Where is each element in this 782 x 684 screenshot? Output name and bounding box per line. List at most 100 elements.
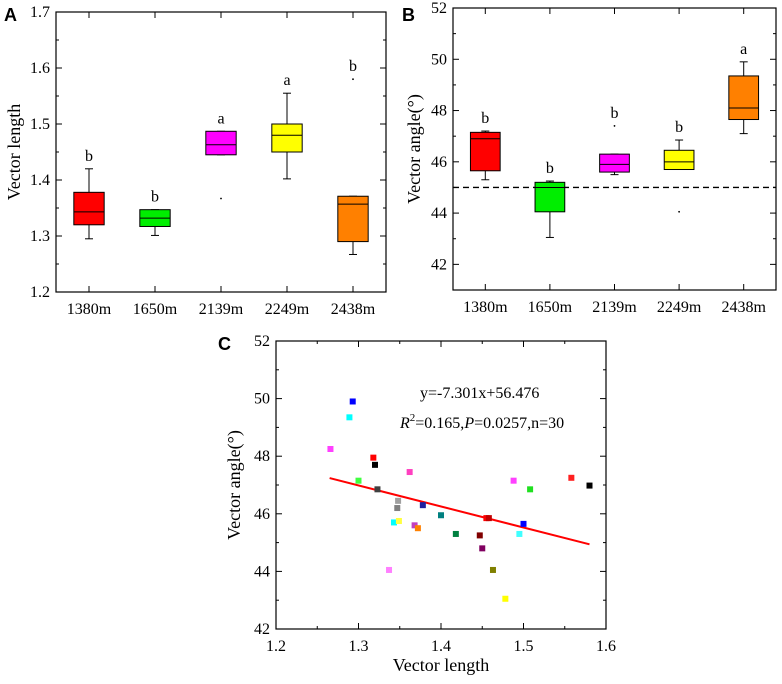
y-tick-label: 46 xyxy=(431,154,447,171)
scatter-point xyxy=(327,446,334,452)
scatter-point xyxy=(419,502,426,509)
x-tick-label: 2249m xyxy=(265,301,310,318)
box-1380m: b xyxy=(73,148,105,240)
box-body xyxy=(599,153,630,173)
x-tick-label: 2139m xyxy=(199,301,244,318)
y-tick-label: 50 xyxy=(431,51,447,68)
x-axis-label: Vector length xyxy=(393,655,489,675)
box-body xyxy=(663,149,695,171)
box-body xyxy=(337,195,369,243)
panel-label-b: B xyxy=(402,5,415,25)
outlier-point xyxy=(678,210,680,213)
x-tick-label: 1380m xyxy=(67,301,112,318)
y-axis-label: Vector length xyxy=(4,104,24,200)
scatter-point xyxy=(346,414,353,421)
significance-letter: b xyxy=(675,119,683,136)
scatter-point xyxy=(372,461,378,468)
scatter-point xyxy=(485,515,492,522)
significance-letter: b xyxy=(349,58,357,75)
scatter-point xyxy=(374,486,381,493)
scatter-point xyxy=(395,497,402,504)
box-2139m: a xyxy=(205,110,237,200)
y-axis-label: Vector angle(°) xyxy=(224,430,245,540)
scatter-point xyxy=(586,482,593,489)
box-body xyxy=(205,130,237,156)
scatter-point xyxy=(370,454,377,461)
box-2249m: b xyxy=(663,119,695,213)
x-tick-label: 1380m xyxy=(463,299,508,316)
x-tick-label: 2139m xyxy=(592,299,637,316)
x-tick-label: 2249m xyxy=(657,299,702,316)
significance-letter: a xyxy=(740,41,747,58)
x-tick-label: 2438m xyxy=(331,301,376,318)
scatter-point xyxy=(386,566,393,573)
significance-letter: b xyxy=(611,105,619,122)
y-axis-label: Vector angle(°) xyxy=(404,94,425,204)
scatter-point xyxy=(568,474,575,481)
x-tick-label: 1650m xyxy=(528,299,573,316)
scatter-point xyxy=(394,505,401,512)
y-tick-label: 1.6 xyxy=(30,60,50,77)
regression-line xyxy=(329,477,590,546)
significance-letter: b xyxy=(481,110,489,127)
scatter-point xyxy=(355,477,362,484)
regression-equation: y=-7.301x+56.476 xyxy=(420,385,539,402)
scatter-point xyxy=(452,530,459,537)
scatter-point xyxy=(349,398,356,405)
y-tick-label: 1.5 xyxy=(30,116,50,133)
box-2438m: a xyxy=(728,41,760,135)
box-2139m: b xyxy=(599,105,630,176)
outlier-point xyxy=(352,78,354,81)
x-tick-label: 1.4 xyxy=(431,638,451,655)
scatter-point xyxy=(406,469,413,476)
y-tick-label: 48 xyxy=(431,103,447,120)
box-body xyxy=(271,123,303,153)
panel-label-c: C xyxy=(218,334,231,354)
y-tick-label: 52 xyxy=(254,333,270,350)
y-tick-label: 50 xyxy=(254,391,270,408)
scatter-point xyxy=(438,512,444,519)
box-body xyxy=(728,75,760,121)
significance-letter: b xyxy=(546,160,554,177)
y-tick-label: 1.2 xyxy=(30,284,50,301)
y-tick-label: 1.3 xyxy=(30,228,50,245)
chart-b: 42 44 46 48 50 52 1380m 1650m 2139m 2249m 2438m b b b… xyxy=(404,0,777,316)
y-tick-label: 44 xyxy=(254,563,270,580)
box-2249m: a xyxy=(271,72,303,180)
y-tick-label: 46 xyxy=(254,506,270,523)
scatter-point xyxy=(516,530,523,537)
plot-frame xyxy=(452,7,777,291)
outlier-point xyxy=(220,197,222,200)
scatter-point xyxy=(414,525,421,532)
scatter-point xyxy=(502,595,509,602)
y-tick-label: 44 xyxy=(431,205,447,222)
significance-letter: a xyxy=(283,72,290,89)
significance-letter: a xyxy=(217,110,224,127)
x-tick-label: 2438m xyxy=(721,299,766,316)
scatter-point xyxy=(510,477,517,484)
y-tick-label: 1.7 xyxy=(30,4,50,21)
box-1650m: b xyxy=(534,160,566,238)
y-tick-label: 42 xyxy=(254,621,270,638)
y-tick-label: 42 xyxy=(431,256,447,273)
scatter-point xyxy=(411,522,418,529)
significance-letter: b xyxy=(85,148,93,165)
scatter-point xyxy=(479,545,486,552)
outlier-point xyxy=(613,125,616,127)
box-body xyxy=(469,131,501,172)
y-tick-label: 1.4 xyxy=(30,172,50,189)
scatter-point xyxy=(390,519,397,526)
significance-letter: b xyxy=(151,189,159,206)
chart-c: 42 44 46 48 50 52 1.2 1.3 1.4 1.5 1.6 Vector length… xyxy=(224,333,616,675)
x-tick-label: 1.3 xyxy=(349,638,369,655)
scatter-point xyxy=(520,520,527,527)
scatter-point xyxy=(395,518,402,524)
x-tick-label: 1.2 xyxy=(266,638,286,655)
y-tick-label: 52 xyxy=(431,0,447,17)
x-tick-label: 1.5 xyxy=(514,638,534,655)
chart-a: 1.2 1.3 1.4 1.5 1.6 1.7 1380m 1650m 2139m 2249m 24… xyxy=(4,4,387,318)
scatter-point xyxy=(489,566,496,573)
regression-stats: R2=0.165,P=0.0257,n=30 xyxy=(399,412,564,432)
y-tick-label: 48 xyxy=(254,448,270,465)
